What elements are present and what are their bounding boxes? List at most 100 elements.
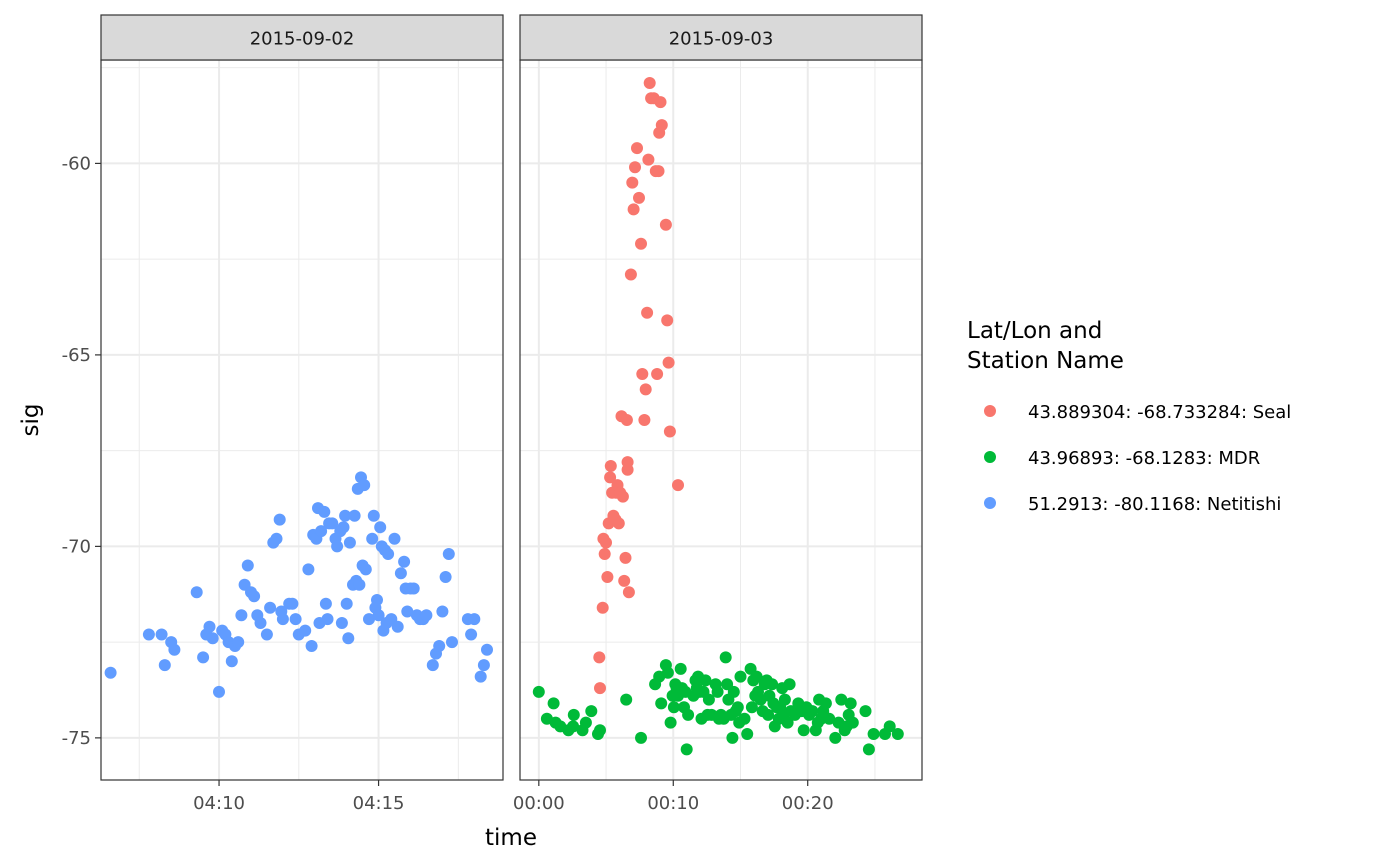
data-point (699, 674, 712, 687)
data-point (652, 165, 665, 178)
data-point (672, 479, 684, 492)
data-point (343, 536, 356, 549)
data-point (532, 685, 545, 698)
data-point (371, 594, 383, 606)
data-point (407, 582, 420, 595)
data-point (203, 620, 216, 633)
data-point (734, 670, 747, 683)
data-point (366, 532, 379, 545)
data-point (663, 425, 676, 438)
data-point (155, 628, 168, 641)
data-point (846, 716, 859, 729)
data-point (579, 716, 592, 729)
data-point (596, 601, 609, 614)
data-point (619, 551, 632, 564)
y-axis-title: sig (18, 404, 44, 437)
data-point (465, 628, 478, 641)
data-point (442, 548, 455, 560)
data-point (778, 693, 791, 706)
data-point (738, 712, 751, 725)
data-point (374, 521, 387, 534)
data-point (254, 617, 267, 629)
y-tick-label: -60 (62, 153, 91, 174)
data-point (426, 659, 439, 672)
data-point (594, 682, 606, 695)
data-point (636, 368, 649, 380)
data-point (819, 697, 832, 710)
series-points (104, 471, 493, 698)
data-point (585, 705, 598, 718)
data-point (616, 490, 629, 503)
data-point (264, 601, 277, 614)
data-point (867, 728, 880, 740)
data-point (547, 697, 560, 710)
data-point (270, 532, 283, 545)
data-point (197, 651, 210, 664)
data-point (635, 237, 647, 250)
data-point (342, 632, 355, 645)
data-point (225, 655, 238, 668)
data-point (711, 685, 724, 698)
data-point (232, 636, 245, 649)
data-point (394, 567, 407, 580)
x-tick-label: 04:15 (353, 793, 405, 814)
data-point (289, 613, 302, 626)
legend-key (984, 451, 996, 463)
data-point (667, 701, 680, 714)
y-tick-label: -65 (62, 345, 91, 366)
data-point (731, 701, 744, 714)
data-point (662, 356, 675, 369)
data-point (340, 597, 353, 610)
data-point (664, 716, 677, 729)
data-point (766, 678, 779, 691)
x-axis-title: time (485, 825, 537, 851)
data-point (594, 724, 606, 737)
data-point (401, 605, 414, 618)
data-point (359, 563, 372, 576)
data-point (643, 77, 656, 89)
data-point (633, 191, 645, 204)
data-point (641, 306, 654, 319)
legend-label: 43.889304: -68.733284: Seal (1028, 402, 1291, 423)
data-point (598, 548, 611, 560)
series-points (593, 77, 684, 695)
data-point (622, 586, 635, 599)
data-point (248, 590, 261, 603)
data-point (750, 670, 763, 683)
data-point (363, 613, 375, 626)
data-point (439, 571, 452, 583)
data-point (433, 640, 446, 652)
data-point (567, 708, 580, 721)
panel-background (520, 60, 922, 780)
data-point (142, 628, 155, 641)
data-point (286, 597, 299, 610)
legend-label: 51.2913: -80.1168: Netitishi (1028, 494, 1281, 515)
data-point (654, 96, 667, 109)
y-tick-label: -70 (62, 536, 91, 557)
series-points (532, 651, 904, 756)
data-point (158, 659, 171, 672)
data-point (783, 678, 796, 691)
data-point (321, 613, 334, 626)
data-point (781, 716, 794, 729)
data-point (367, 509, 380, 522)
data-point (168, 643, 181, 656)
data-point (388, 532, 401, 545)
data-point (745, 701, 758, 714)
data-point (762, 708, 775, 721)
facet-panels: 2015-09-02 04:10 04:15 2015-09-03 00:00 00:10… (100, 14, 923, 814)
data-point (276, 613, 289, 626)
facet-strip (519, 14, 923, 61)
data-point (727, 685, 740, 698)
data-point (797, 724, 810, 737)
data-point (481, 643, 493, 656)
data-point (620, 414, 633, 426)
data-point (680, 743, 693, 756)
data-point (331, 540, 344, 553)
data-point (631, 142, 643, 155)
data-point (604, 471, 617, 484)
x-tick-label: 04:10 (193, 793, 245, 814)
data-point (382, 548, 395, 560)
data-point (305, 640, 318, 652)
